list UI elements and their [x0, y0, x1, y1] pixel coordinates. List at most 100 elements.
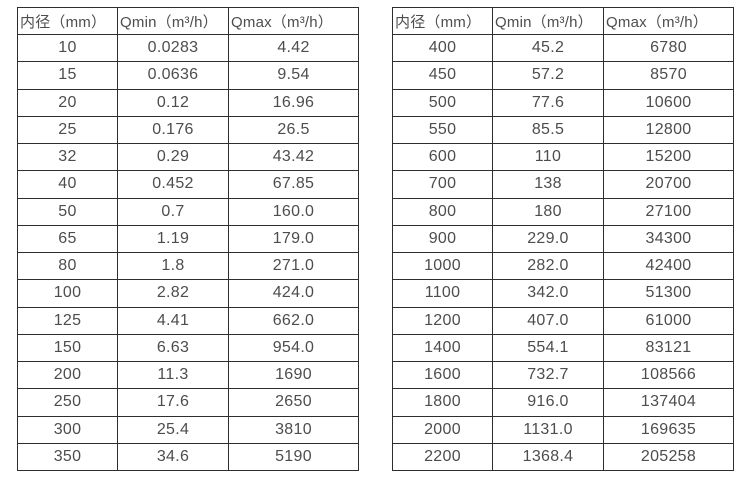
cell-diameter: 800 — [392, 197, 493, 226]
cell-qmax: 61000 — [603, 306, 734, 335]
cell-qmax: 26.5 — [228, 115, 359, 145]
header-cell-qmax: Qmax（m³/h） — [228, 7, 359, 35]
cell-qmin: 138 — [492, 170, 604, 199]
cell-qmax: 20700 — [603, 170, 734, 199]
cell-qmax: 34300 — [603, 224, 734, 254]
cell-qmin: 110 — [492, 142, 604, 172]
table-row: 1200 407.0 61000 — [392, 306, 734, 335]
cell-qmin: 4.41 — [117, 306, 229, 335]
table-header-row: 内径（mm） Qmin（m³/h） Qmax（m³/h） — [17, 7, 359, 35]
cell-diameter: 50 — [17, 197, 118, 226]
header-cell-diameter: 内径（mm） — [17, 7, 118, 35]
cell-qmax: 954.0 — [228, 333, 359, 363]
cell-qmin: 1131.0 — [492, 415, 604, 444]
cell-qmin: 0.0636 — [117, 61, 229, 90]
table-header-row: 内径（mm） Qmin（m³/h） Qmax（m³/h） — [17, 7, 359, 35]
table-body: 400 45.2 6780 450 57.2 8570 500 77.6 10600 550 85.… — [392, 33, 734, 472]
cell-diameter: 300 — [17, 415, 118, 444]
cell-qmax: 1690 — [228, 360, 359, 390]
cell-diameter: 500 — [392, 88, 493, 117]
table-row: 25 0.176 26.5 — [17, 115, 359, 145]
cell-diameter: 1800 — [392, 388, 493, 417]
cell-diameter: 32 — [17, 142, 118, 172]
cell-diameter: 20 — [17, 88, 118, 117]
table-row: 1600 732.7 108566 — [392, 360, 734, 390]
cell-diameter: 100 — [17, 279, 118, 308]
cell-qmin: 45.2 — [492, 33, 604, 63]
cell-qmin: 0.29 — [117, 142, 229, 172]
cell-diameter: 10 — [17, 33, 118, 63]
cell-qmax: 16.96 — [228, 88, 359, 117]
cell-diameter: 2200 — [392, 442, 493, 472]
cell-qmin: 2.82 — [117, 279, 229, 308]
cell-qmin: 916.0 — [492, 388, 604, 417]
cell-qmin: 77.6 — [492, 88, 604, 117]
cell-qmax: 10600 — [603, 88, 734, 117]
cell-qmax: 67.85 — [228, 170, 359, 199]
cell-qmin: 0.0283 — [117, 33, 229, 63]
cell-qmax: 205258 — [603, 442, 734, 472]
table-row: 350 34.6 5190 — [17, 442, 359, 472]
table-row: 32 0.29 43.42 — [17, 142, 359, 172]
cell-diameter: 400 — [392, 33, 493, 63]
table-row: 800 180 27100 — [392, 197, 734, 226]
cell-qmin: 34.6 — [117, 442, 229, 472]
cell-qmin: 732.7 — [492, 360, 604, 390]
flow-range-table-large-diameters: 内径（mm） Qmin（m³/h） Qmax（m³/h） 400 45.2 6780 45… — [392, 7, 734, 472]
cell-qmin: 17.6 — [117, 388, 229, 417]
cell-qmax: 9.54 — [228, 61, 359, 90]
table-row: 65 1.19 179.0 — [17, 224, 359, 254]
table-row: 2200 1368.4 205258 — [392, 442, 734, 472]
table-row: 1800 916.0 137404 — [392, 388, 734, 417]
header-cell-diameter: 内径（mm） — [392, 7, 493, 35]
cell-diameter: 1400 — [392, 333, 493, 363]
cell-diameter: 450 — [392, 61, 493, 90]
table-body: 10 0.0283 4.42 15 0.0636 9.54 20 0.12 16.96 25 0.1… — [17, 33, 359, 472]
cell-qmax: 5190 — [228, 442, 359, 472]
table-row: 100 2.82 424.0 — [17, 279, 359, 308]
header-cell-qmin: Qmin（m³/h） — [492, 7, 604, 35]
flow-range-table-small-diameters: 内径（mm） Qmin（m³/h） Qmax（m³/h） 10 0.0283 4.42 1… — [17, 7, 359, 472]
table-row: 125 4.41 662.0 — [17, 306, 359, 335]
cell-qmax: 42400 — [603, 251, 734, 281]
cell-qmax: 2650 — [228, 388, 359, 417]
table-row: 50 0.7 160.0 — [17, 197, 359, 226]
table-row: 250 17.6 2650 — [17, 388, 359, 417]
cell-qmin: 6.63 — [117, 333, 229, 363]
cell-qmax: 3810 — [228, 415, 359, 444]
cell-diameter: 900 — [392, 224, 493, 254]
table-row: 300 25.4 3810 — [17, 415, 359, 444]
cell-qmax: 15200 — [603, 142, 734, 172]
cell-qmin: 1.19 — [117, 224, 229, 254]
table-row: 900 229.0 34300 — [392, 224, 734, 254]
cell-qmax: 4.42 — [228, 33, 359, 63]
cell-qmin: 57.2 — [492, 61, 604, 90]
table-row: 550 85.5 12800 — [392, 115, 734, 145]
table-row: 20 0.12 16.96 — [17, 88, 359, 117]
cell-diameter: 125 — [17, 306, 118, 335]
cell-diameter: 200 — [17, 360, 118, 390]
header-cell-qmin: Qmin（m³/h） — [117, 7, 229, 35]
table-row: 150 6.63 954.0 — [17, 333, 359, 363]
cell-qmax: 160.0 — [228, 197, 359, 226]
cell-qmax: 27100 — [603, 197, 734, 226]
table-header-row: 内径（mm） Qmin（m³/h） Qmax（m³/h） — [392, 7, 734, 35]
cell-qmin: 229.0 — [492, 224, 604, 254]
cell-qmax: 271.0 — [228, 251, 359, 281]
table-row: 10 0.0283 4.42 — [17, 33, 359, 63]
cell-qmax: 6780 — [603, 33, 734, 63]
table-row: 200 11.3 1690 — [17, 360, 359, 390]
cell-qmax: 137404 — [603, 388, 734, 417]
cell-qmin: 282.0 — [492, 251, 604, 281]
cell-qmin: 11.3 — [117, 360, 229, 390]
table-row: 80 1.8 271.0 — [17, 251, 359, 281]
table-row: 1000 282.0 42400 — [392, 251, 734, 281]
cell-qmax: 169635 — [603, 415, 734, 444]
table-row: 40 0.452 67.85 — [17, 170, 359, 199]
table-row: 600 110 15200 — [392, 142, 734, 172]
cell-qmin: 85.5 — [492, 115, 604, 145]
cell-diameter: 150 — [17, 333, 118, 363]
cell-qmax: 8570 — [603, 61, 734, 90]
cell-qmin: 1.8 — [117, 251, 229, 281]
